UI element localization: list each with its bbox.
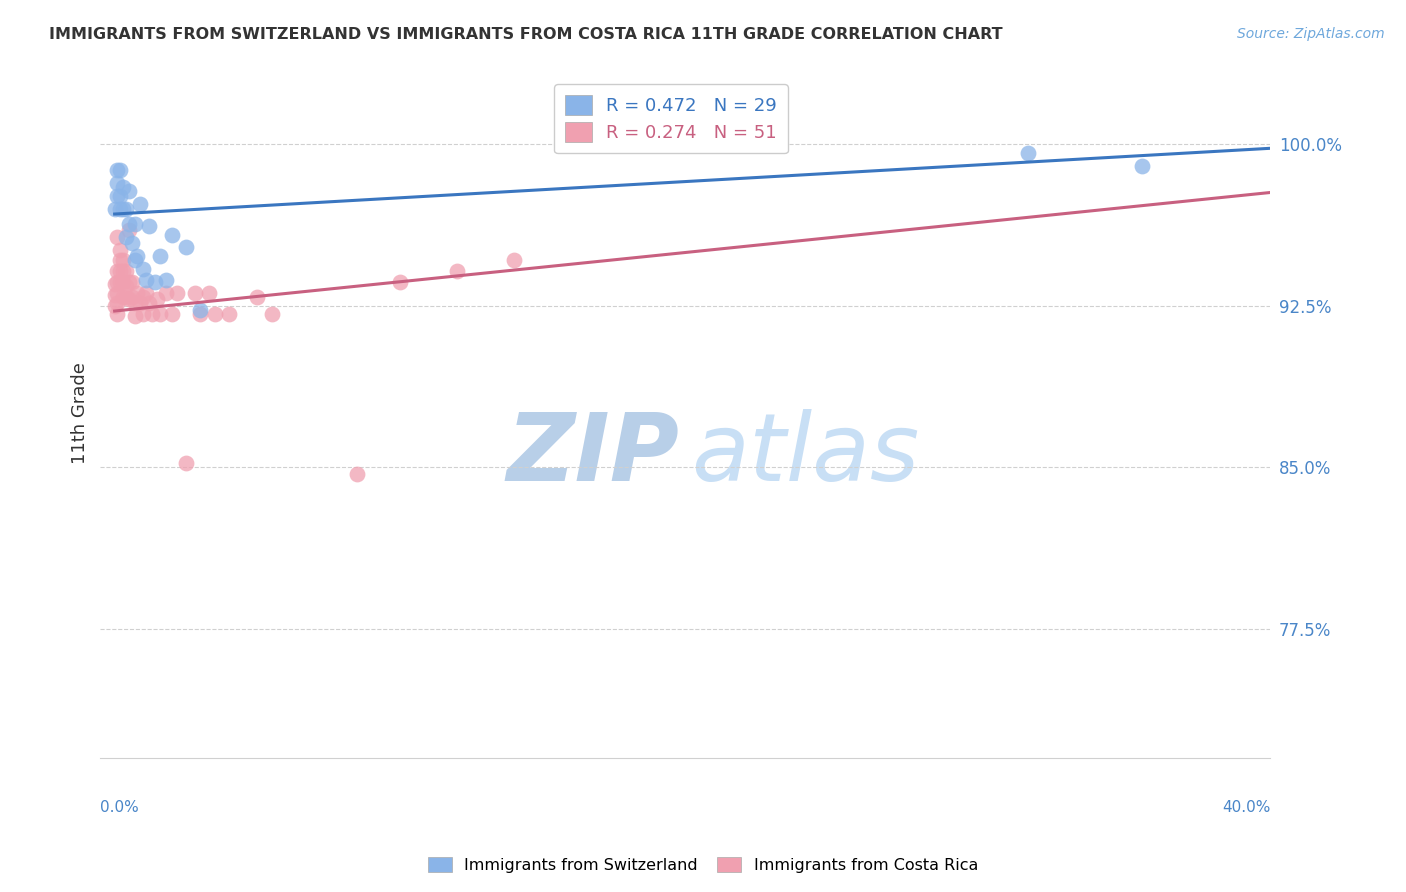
Point bbox=[124, 253, 146, 268]
Point bbox=[1130, 159, 1153, 173]
Point bbox=[138, 219, 160, 233]
Point bbox=[115, 229, 138, 244]
Point bbox=[104, 299, 127, 313]
Point bbox=[1017, 145, 1039, 160]
Point bbox=[115, 290, 138, 304]
Point bbox=[112, 264, 135, 278]
Text: IMMIGRANTS FROM SWITZERLAND VS IMMIGRANTS FROM COSTA RICA 11TH GRADE CORRELATION: IMMIGRANTS FROM SWITZERLAND VS IMMIGRANT… bbox=[49, 27, 1002, 42]
Point bbox=[110, 253, 132, 268]
Text: Source: ZipAtlas.com: Source: ZipAtlas.com bbox=[1237, 27, 1385, 41]
Point bbox=[121, 236, 143, 251]
Point bbox=[118, 185, 141, 199]
Point bbox=[260, 307, 283, 321]
Point bbox=[127, 285, 149, 300]
Point bbox=[110, 275, 132, 289]
Point bbox=[112, 202, 135, 216]
Point bbox=[118, 292, 141, 306]
Point bbox=[389, 275, 412, 289]
Point bbox=[110, 264, 132, 278]
Point bbox=[107, 275, 129, 289]
Point bbox=[127, 249, 149, 263]
Point bbox=[107, 296, 129, 310]
Point bbox=[160, 227, 183, 242]
Text: atlas: atlas bbox=[692, 409, 920, 500]
Point bbox=[118, 275, 141, 289]
Point bbox=[135, 285, 157, 300]
Point bbox=[155, 273, 177, 287]
Legend: Immigrants from Switzerland, Immigrants from Costa Rica: Immigrants from Switzerland, Immigrants … bbox=[422, 851, 984, 880]
Point bbox=[118, 223, 141, 237]
Point bbox=[107, 162, 129, 177]
Point bbox=[160, 307, 183, 321]
Point bbox=[204, 307, 226, 321]
Point bbox=[124, 310, 146, 324]
Point bbox=[129, 197, 152, 211]
Text: 0.0%: 0.0% bbox=[100, 800, 139, 814]
Point bbox=[110, 243, 132, 257]
Point bbox=[246, 290, 269, 304]
Point bbox=[132, 290, 155, 304]
Point bbox=[183, 285, 205, 300]
Point bbox=[112, 290, 135, 304]
Point bbox=[446, 264, 468, 278]
Point bbox=[146, 292, 169, 306]
Text: ZIP: ZIP bbox=[506, 409, 679, 500]
Point bbox=[118, 217, 141, 231]
Point bbox=[174, 240, 197, 254]
Point bbox=[149, 249, 172, 263]
Point bbox=[115, 264, 138, 278]
Point bbox=[104, 277, 127, 291]
Point bbox=[141, 307, 163, 321]
Point bbox=[129, 296, 152, 310]
Point bbox=[104, 202, 127, 216]
Point bbox=[115, 279, 138, 293]
Point bbox=[174, 456, 197, 470]
Point bbox=[138, 296, 160, 310]
Point bbox=[121, 275, 143, 289]
Point bbox=[110, 188, 132, 202]
Point bbox=[110, 162, 132, 177]
Point bbox=[112, 180, 135, 194]
Point bbox=[110, 202, 132, 216]
Point bbox=[112, 253, 135, 268]
Point bbox=[198, 285, 221, 300]
Point bbox=[107, 307, 129, 321]
Point bbox=[132, 307, 155, 321]
Point bbox=[166, 285, 188, 300]
Legend: R = 0.472   N = 29, R = 0.274   N = 51: R = 0.472 N = 29, R = 0.274 N = 51 bbox=[554, 85, 787, 153]
Point bbox=[107, 188, 129, 202]
Point bbox=[121, 290, 143, 304]
Point bbox=[143, 275, 166, 289]
Point bbox=[107, 176, 129, 190]
Point bbox=[132, 262, 155, 277]
Point bbox=[188, 302, 211, 317]
Point bbox=[124, 217, 146, 231]
Point bbox=[503, 253, 526, 268]
Point bbox=[135, 273, 157, 287]
Point bbox=[124, 296, 146, 310]
Point bbox=[104, 288, 127, 302]
Text: 40.0%: 40.0% bbox=[1222, 800, 1271, 814]
Y-axis label: 11th Grade: 11th Grade bbox=[72, 362, 89, 465]
Point bbox=[115, 202, 138, 216]
Point bbox=[155, 285, 177, 300]
Point bbox=[112, 275, 135, 289]
Point bbox=[346, 467, 368, 481]
Point bbox=[107, 229, 129, 244]
Point bbox=[107, 264, 129, 278]
Point bbox=[218, 307, 240, 321]
Point bbox=[188, 307, 211, 321]
Point bbox=[107, 285, 129, 300]
Point bbox=[149, 307, 172, 321]
